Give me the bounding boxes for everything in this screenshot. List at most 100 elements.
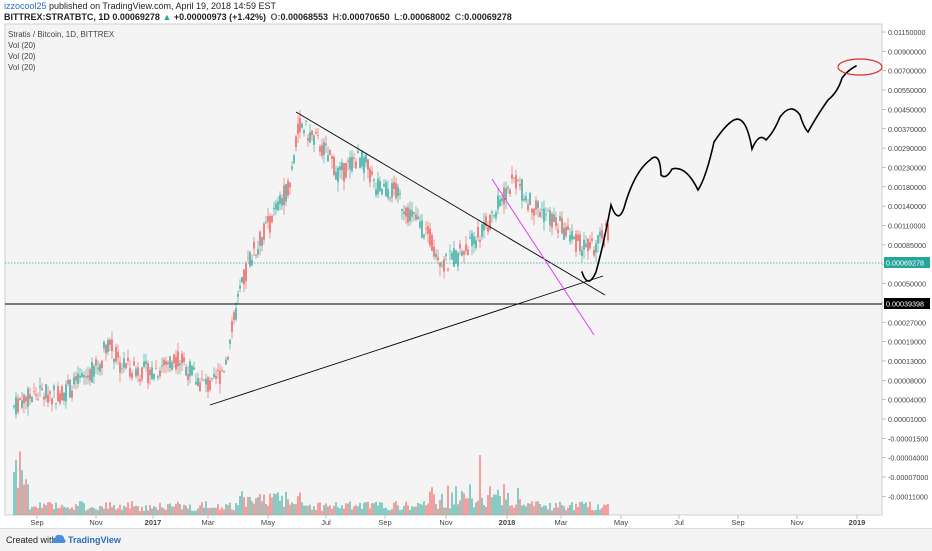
- volume-bar: [111, 506, 113, 515]
- volume-bar: [149, 505, 151, 515]
- candle-body: [569, 234, 571, 242]
- price-chart[interactable]: 0.01150000 0.00900000 0.00700000 0.00550000…: [0, 22, 932, 528]
- volume-bar: [607, 503, 609, 515]
- volume-bar: [257, 497, 259, 515]
- ohlc-line: BITTREX:STRATBTC, 1D 0.00069278 ▲ +0.000…: [4, 12, 512, 23]
- volume-bar: [151, 508, 153, 515]
- candle-body: [419, 221, 421, 228]
- candle-body: [385, 182, 387, 197]
- candle-body: [381, 188, 383, 195]
- candle-body: [391, 183, 393, 198]
- volume-bar: [115, 509, 117, 515]
- candle-body: [577, 234, 579, 241]
- candle-body: [319, 146, 321, 152]
- candle-body: [173, 354, 175, 363]
- volume-bar: [105, 502, 107, 515]
- volume-bar: [325, 503, 327, 515]
- candle-body: [169, 356, 171, 369]
- candle-body: [21, 400, 23, 408]
- candle-body: [335, 171, 337, 180]
- current-price-marker: [884, 257, 930, 268]
- candle-body: [583, 239, 585, 250]
- candle-body: [603, 239, 605, 247]
- candle-body: [407, 207, 409, 223]
- candle-body: [307, 138, 309, 141]
- up-arrow-icon: ▲: [162, 12, 172, 22]
- candle-body: [477, 226, 479, 238]
- volume-bar: [171, 506, 173, 515]
- author-link[interactable]: izzocool25: [4, 1, 47, 11]
- volume-bar: [211, 507, 213, 515]
- tradingview-link[interactable]: TradingView: [68, 535, 121, 545]
- volume-bar: [531, 501, 533, 515]
- volume-bar: [319, 502, 321, 515]
- volume-bar: [537, 501, 539, 515]
- candle-body: [85, 376, 87, 378]
- volume-bar: [297, 496, 299, 515]
- volume-bar: [125, 507, 127, 515]
- magenta-trendline: [491, 178, 595, 336]
- candle-body: [219, 370, 221, 384]
- volume-bar: [565, 510, 567, 515]
- drawings[interactable]: [5, 58, 883, 406]
- candle-body: [511, 174, 513, 179]
- volume-bar: [15, 459, 17, 515]
- candle-body: [439, 262, 441, 267]
- volume-bar: [479, 455, 481, 515]
- candle-body: [475, 240, 477, 248]
- candle-body: [145, 361, 147, 365]
- candle-body: [383, 184, 385, 187]
- volume-bar: [287, 499, 289, 515]
- candle-body: [421, 220, 423, 238]
- volume-bar: [507, 492, 509, 515]
- candle-body: [523, 198, 525, 201]
- volume-bar: [75, 504, 77, 515]
- volume-bar: [169, 503, 171, 515]
- candle-body: [295, 136, 297, 148]
- candle-body: [427, 226, 429, 234]
- volume-bar: [31, 506, 33, 515]
- candle-body: [409, 209, 411, 222]
- publish-info: published on TradingView.com, April 19, …: [46, 1, 277, 11]
- candle-body: [373, 179, 375, 181]
- candle-body: [529, 192, 531, 205]
- candle-body: [61, 386, 63, 401]
- candle-body: [367, 159, 369, 170]
- candle-body: [479, 239, 481, 242]
- volume-bar: [361, 508, 363, 515]
- candle-body: [221, 370, 223, 371]
- candle-body: [161, 365, 163, 367]
- volume-bar: [209, 507, 211, 515]
- volume-bar: [113, 505, 115, 515]
- candle-body: [69, 379, 71, 398]
- price-tick-label: -0.00004000: [888, 454, 928, 463]
- candle-body: [535, 200, 537, 210]
- volume-bar: [377, 505, 379, 515]
- volume-bar: [369, 508, 371, 515]
- candle-body: [515, 175, 517, 189]
- volume-bar: [95, 509, 97, 515]
- volume-bar: [161, 507, 163, 515]
- candle-body: [101, 360, 103, 369]
- time-tick-label: 2017: [145, 518, 162, 527]
- price-change: +0.00000973 (+1.42%): [173, 12, 266, 22]
- candle-body: [323, 142, 325, 156]
- volume-bar: [433, 494, 435, 515]
- candle-body: [467, 249, 469, 256]
- volume-bar: [227, 505, 229, 515]
- volume-bar: [23, 484, 25, 515]
- chart-header: izzocool25 published on TradingView.com,…: [0, 0, 932, 24]
- candle-body: [53, 385, 55, 390]
- volume-bar: [101, 506, 103, 515]
- volume-bar: [285, 491, 287, 515]
- ascending-trendline: [209, 275, 604, 406]
- candle-body: [563, 227, 565, 240]
- volume-bar: [491, 497, 493, 515]
- candle-body: [313, 135, 315, 145]
- candle-body: [453, 248, 455, 267]
- volume-bar: [167, 504, 169, 515]
- candle-body: [597, 235, 599, 244]
- volume-bar: [317, 503, 319, 515]
- candle-body: [435, 254, 437, 258]
- time-axis: Sep Nov 2017 Mar May Jul Sep Nov 2018 Mar May Jul Se…: [30, 515, 865, 527]
